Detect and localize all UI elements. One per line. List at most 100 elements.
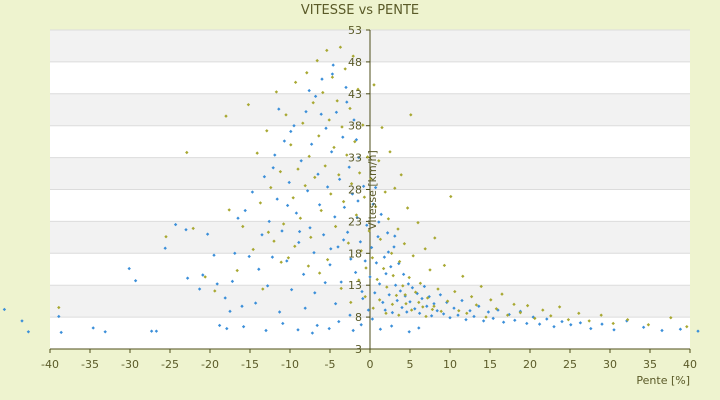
scatter-point-series-1 <box>334 110 339 114</box>
scatter-point-series-1 <box>341 135 345 139</box>
scatter-point-series-2 <box>346 241 351 245</box>
scatter-point-series-2 <box>343 67 347 71</box>
scatter-point-series-1 <box>307 88 311 93</box>
scatter-point-series-1 <box>133 279 138 283</box>
y-tick-label: 13 <box>348 279 362 292</box>
scatter-point-series-1 <box>345 100 349 104</box>
scatter-point-series-2 <box>191 226 195 231</box>
scatter-point-series-2 <box>377 159 381 163</box>
scatter-point-series-2 <box>566 317 571 322</box>
scatter-point-series-2 <box>378 237 383 241</box>
scatter-point-series-1 <box>212 253 216 257</box>
scatter-point-series-1 <box>230 279 235 284</box>
scatter-point-series-2 <box>449 194 453 199</box>
scatter-point-series-1 <box>589 326 593 331</box>
scatter-point-series-1 <box>217 323 222 328</box>
y-tick-label: 53 <box>348 24 362 37</box>
scatter-point-series-2 <box>329 192 333 196</box>
scatter-point-series-2 <box>321 90 325 95</box>
scatter-point-series-1 <box>127 266 131 271</box>
scatter-point-series-2 <box>369 176 373 181</box>
scatter-point-series-2 <box>354 213 359 217</box>
x-tick-label: 30 <box>603 358 617 371</box>
scatter-point-series-2 <box>361 123 365 127</box>
scatter-point-series-2 <box>235 268 239 273</box>
scatter-point-series-2 <box>265 129 269 133</box>
scatter-point-series-1 <box>250 190 255 194</box>
scatter-point-series-1 <box>329 247 333 251</box>
scatter-point-series-1 <box>197 287 202 291</box>
x-tick-label: -5 <box>325 358 336 371</box>
scatter-point-series-2 <box>587 319 591 323</box>
scatter-point-series-1 <box>357 155 361 160</box>
scatter-point-series-1 <box>525 321 529 326</box>
x-tick-label: 15 <box>483 358 497 371</box>
scatter-point-series-2 <box>305 71 309 75</box>
scatter-point-series-2 <box>278 169 283 174</box>
scatter-point-series-1 <box>262 175 267 179</box>
scatter-point-series-1 <box>393 234 397 238</box>
scatter-point-series-1 <box>350 192 355 196</box>
scatter-point-series-1 <box>569 323 573 327</box>
scatter-point-series-2 <box>269 185 273 190</box>
scatter-point-series-2 <box>340 125 344 129</box>
scatter-point-series-2 <box>289 143 293 147</box>
scatter-point-series-2 <box>258 201 263 205</box>
y-tick-label: 23 <box>348 215 362 228</box>
scatter-point-series-2 <box>298 216 303 220</box>
scatter-point-series-2 <box>284 113 288 117</box>
scatter-point-series-1 <box>313 94 318 99</box>
scatter-point-series-2 <box>246 102 251 107</box>
x-tick-label: 10 <box>443 358 457 371</box>
scatter-point-series-2 <box>241 224 245 229</box>
scatter-point-series-2 <box>293 244 297 248</box>
scatter-point-series-2 <box>353 139 357 144</box>
scatter-point-series-2 <box>541 308 545 312</box>
scatter-point-series-2 <box>433 236 437 240</box>
y-tick-label: 28 <box>348 184 362 197</box>
scatter-point-series-1 <box>513 318 517 322</box>
scatter-point-series-2 <box>356 87 360 92</box>
scatter-point-series-2 <box>646 323 651 327</box>
scatter-point-series-1 <box>289 129 293 134</box>
scatter-point-series-2 <box>549 314 553 318</box>
scatter-point-series-1 <box>552 324 556 329</box>
scatter-point-series-1 <box>225 326 229 331</box>
scatter-point-series-2 <box>599 313 603 317</box>
scatter-point-series-2 <box>57 305 61 310</box>
y-tick-label: 48 <box>348 56 362 69</box>
data-points <box>2 45 700 335</box>
scatter-point-series-1 <box>215 282 219 286</box>
scatter-point-series-1 <box>103 330 107 334</box>
scatter-point-series-2 <box>227 208 231 212</box>
scatter-point-series-2 <box>345 153 349 157</box>
scatter-point-series-2 <box>224 114 228 118</box>
scatter-point-series-1 <box>163 246 167 250</box>
scatter-point-series-2 <box>393 186 397 190</box>
scatter-point-series-1 <box>240 304 244 308</box>
y-tick-label: 33 <box>348 152 362 165</box>
scatter-point-series-2 <box>372 83 376 87</box>
scatter-point-series-1 <box>282 139 287 143</box>
scatter-point-series-2 <box>327 118 331 122</box>
x-tick-labels: -40 -35 -30 -25 -20 -15 -10 -5 0 5 10 15 20 25 30 35 40 <box>41 358 697 371</box>
scatter-point-series-1 <box>292 124 296 128</box>
scatter-point-series-1 <box>59 330 63 335</box>
x-tick-label: -40 <box>41 358 59 371</box>
y-axis-title: Vitesse [km/h] <box>366 150 379 230</box>
x-tick-label: 40 <box>683 358 697 371</box>
scatter-point-series-1 <box>365 223 369 227</box>
scatter-point-series-1 <box>344 85 348 90</box>
scatter-point-series-2 <box>611 321 615 326</box>
y-tick-label: 38 <box>348 120 362 133</box>
scatter-point-series-1 <box>320 77 324 81</box>
scatter-point-series-2 <box>402 242 407 246</box>
scatter-point-series-2 <box>337 173 341 177</box>
scatter-point-series-1 <box>377 220 381 224</box>
scatter-point-series-2 <box>409 113 413 117</box>
scatter-point-series-1 <box>382 255 387 259</box>
scatter-point-series-1 <box>57 314 61 319</box>
x-tick-label: 35 <box>643 358 657 371</box>
scatter-point-series-1 <box>241 324 246 329</box>
